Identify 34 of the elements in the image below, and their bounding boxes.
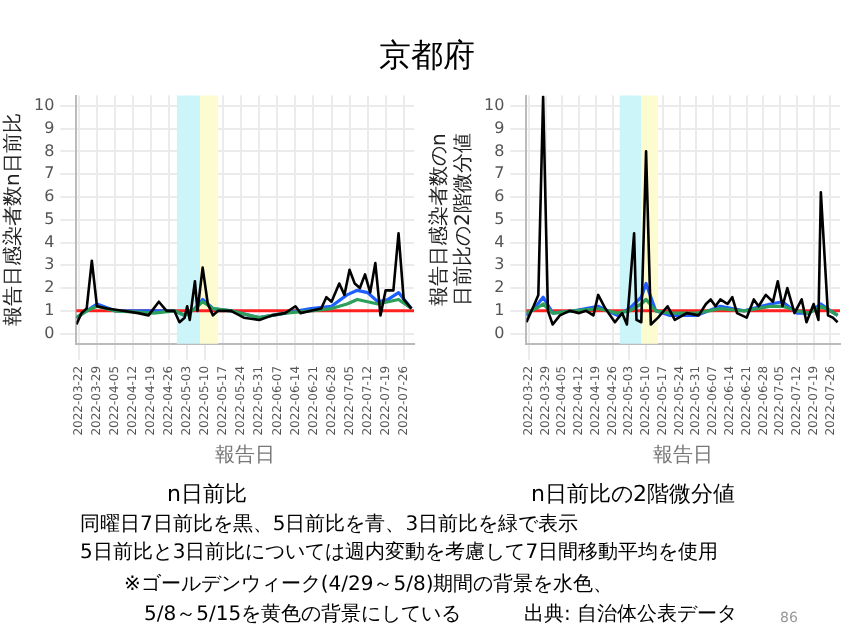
y-tick-label: 1: [494, 300, 505, 319]
y-tick-label: 5: [44, 209, 55, 228]
text: 5/8～5/15を黄色の背景にしている: [144, 604, 462, 628]
text: n日前比の2階微分値: [531, 480, 735, 507]
x-axis-title: 報告日: [215, 442, 276, 467]
y-tick-label: 10: [33, 96, 55, 115]
y-axis-title: 報告日感染者数のn日前比の2階微分値: [427, 133, 476, 307]
y-tick-label: 3: [494, 255, 505, 274]
text: n日前比: [167, 480, 247, 507]
y-tick-label: 0: [44, 323, 55, 342]
source-note: 出典: 自治体公表データ: [524, 604, 738, 628]
y-tick-label: 5: [494, 209, 505, 228]
y-tick-label: 7: [44, 164, 55, 183]
y-tick-label: 1: [44, 300, 55, 319]
y-tick-label: 9: [494, 118, 505, 137]
y-tick-label: 9: [44, 118, 55, 137]
y-tick-label: 3: [44, 255, 55, 274]
y-tick-label: 4: [44, 232, 55, 251]
y-tick-label: 2: [44, 278, 55, 297]
y-tick-label: 10: [483, 96, 505, 115]
y-axis-title: 報告日感染者数n日前比: [1, 113, 26, 327]
y-tick-label: 2: [494, 278, 505, 297]
y-tick-label: 6: [44, 187, 55, 206]
y-tick-label: 0: [494, 323, 505, 342]
y-tick-label: 6: [494, 187, 505, 206]
x-axis-title: 報告日: [653, 442, 714, 467]
text: 同曜日7日前比を黒、5日前比を青、3日前比を緑で表示: [80, 514, 579, 538]
text: 京都府: [377, 36, 477, 78]
text: 5日前比と3日前比については週内変動を考慮して7日間移動平均を使用: [80, 542, 719, 566]
y-tick-label: 7: [494, 164, 505, 183]
y-tick-label: 8: [494, 141, 505, 160]
y-tick-label: 4: [494, 232, 505, 251]
y-tick-label: 8: [44, 141, 55, 160]
text: ※ゴールデンウィーク(4/29～5/8)期間の背景を水色、: [124, 574, 614, 598]
